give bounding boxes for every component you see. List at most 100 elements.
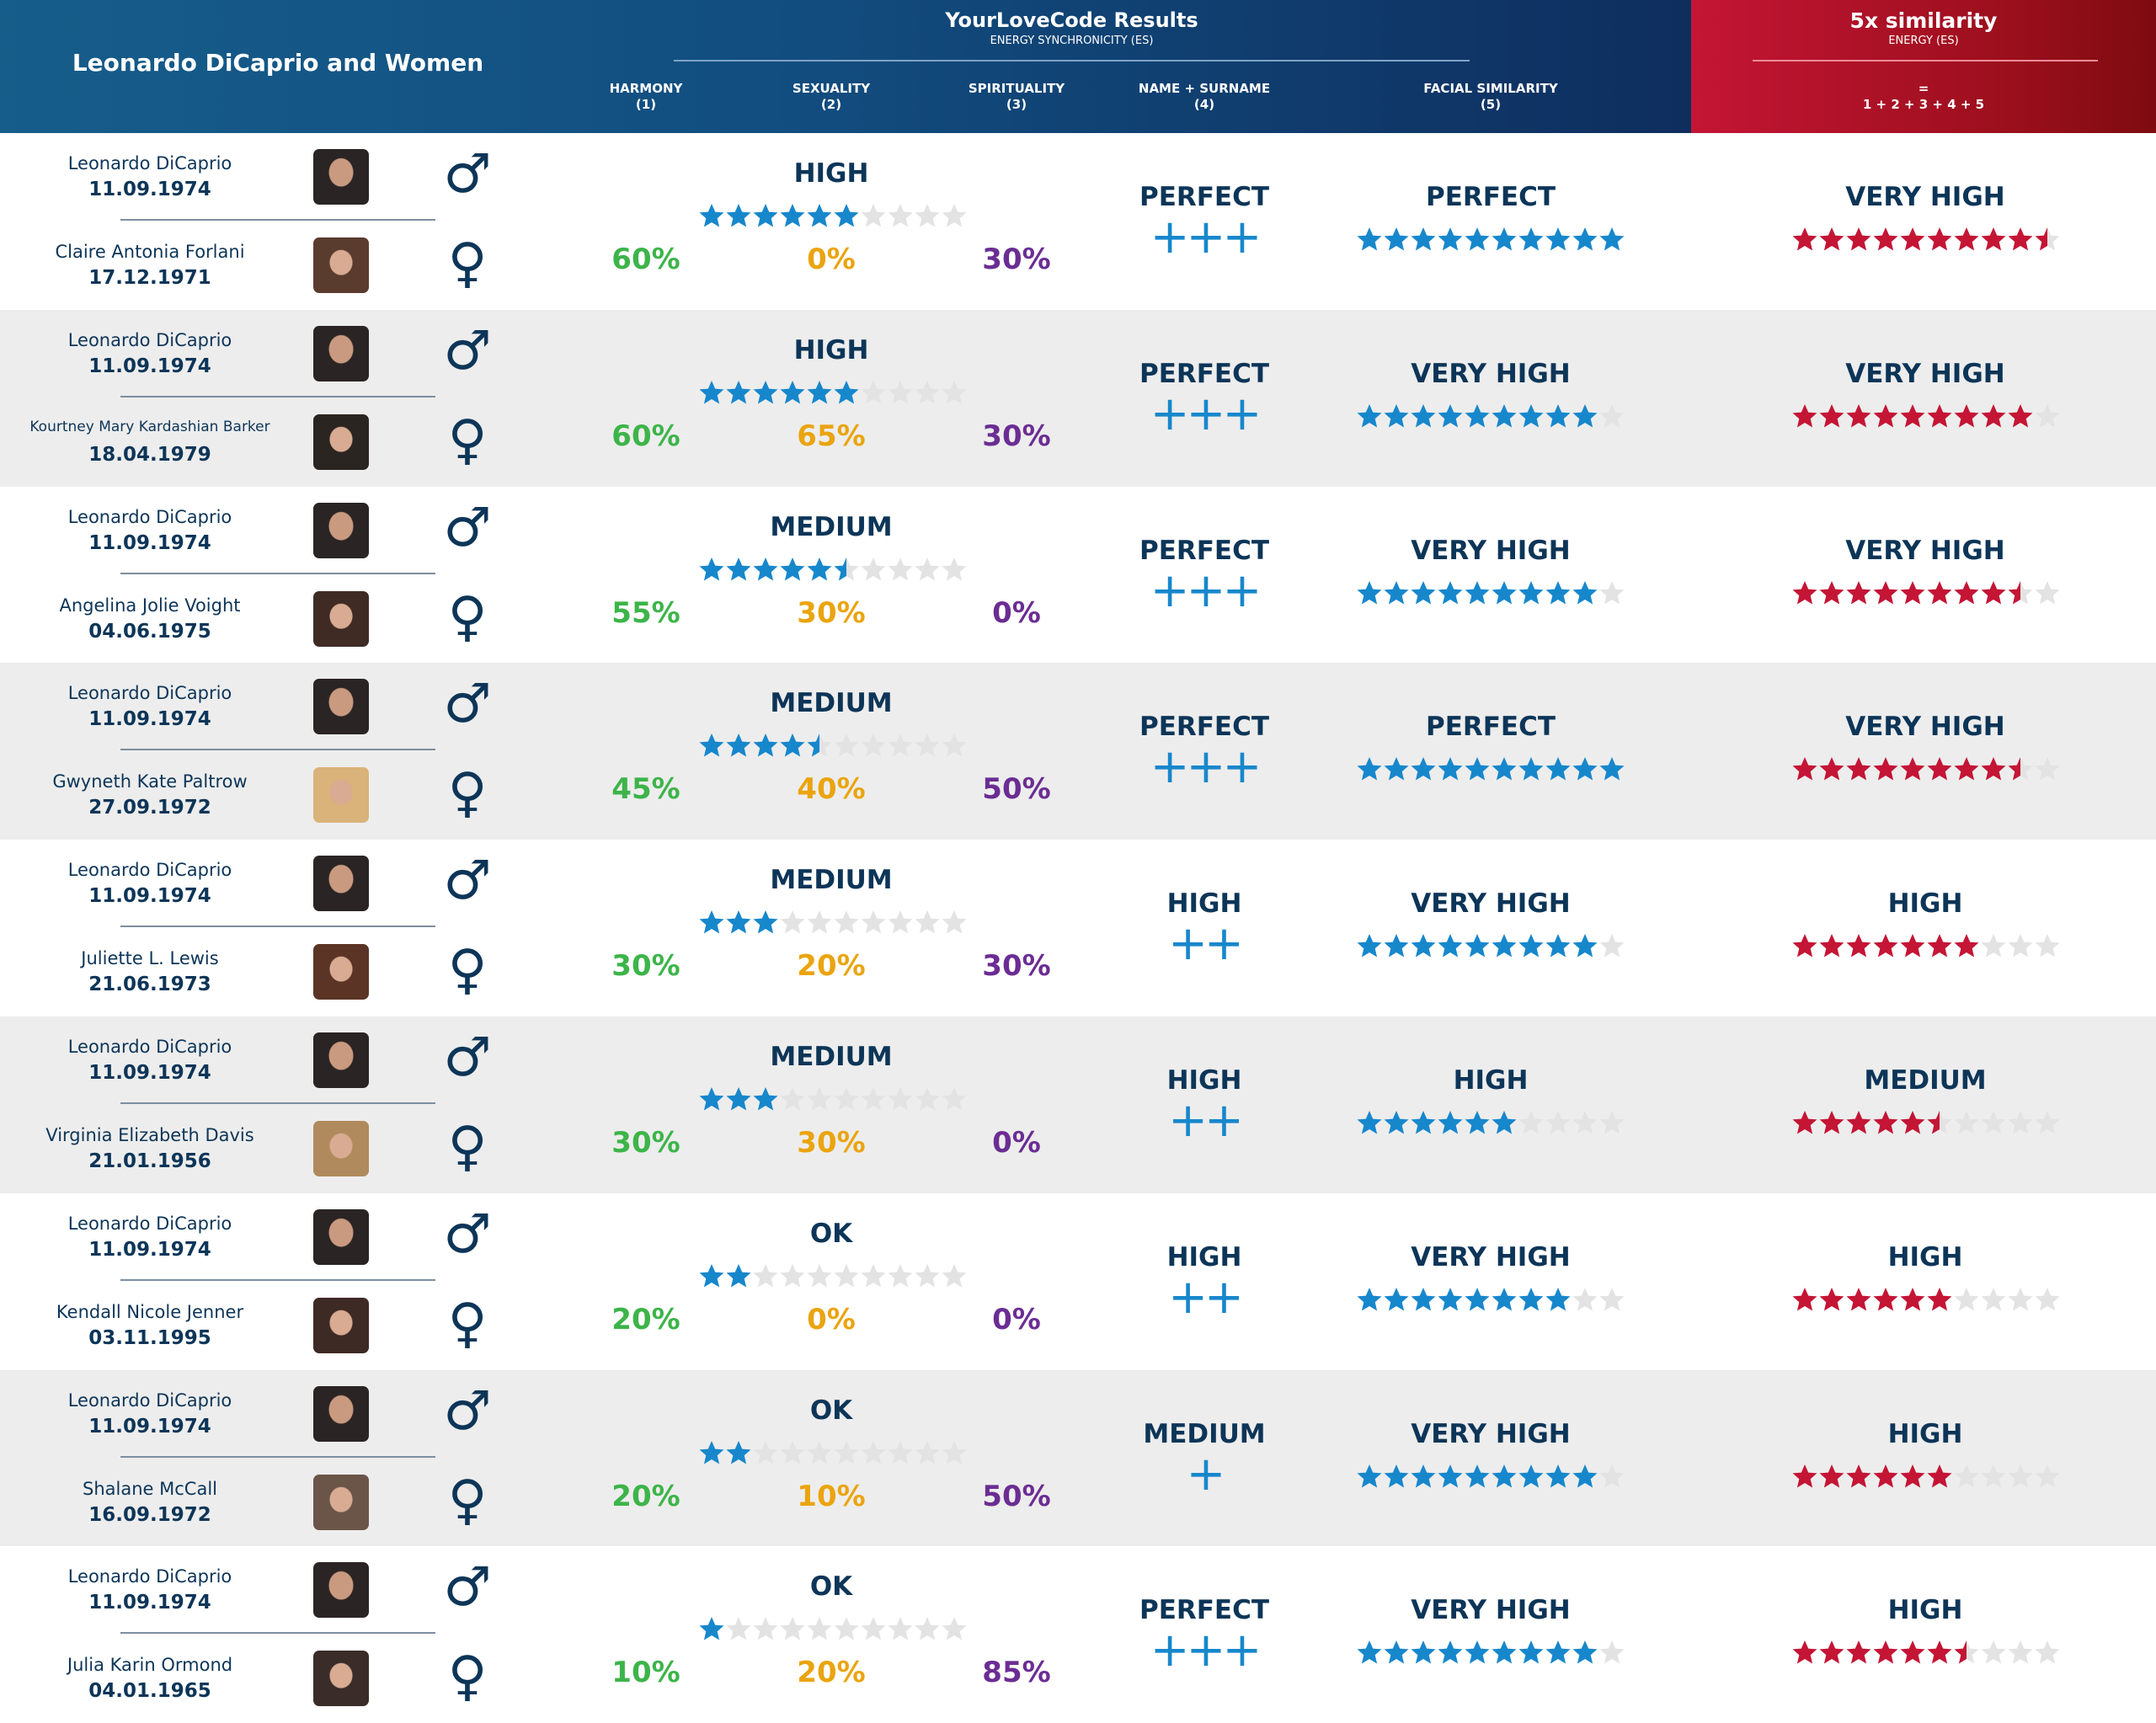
star-icon <box>753 1086 778 1111</box>
table-row: Leonardo DiCaprio 11.09.1974 ♂ Claire An… <box>0 133 2156 310</box>
energy-sync-stars <box>698 202 968 229</box>
star-icon <box>753 380 778 404</box>
star-icon <box>888 557 913 581</box>
name-surname-level: HIGH <box>1166 1064 1242 1096</box>
star-icon <box>888 1440 913 1464</box>
star-icon <box>1900 1464 1925 1488</box>
star-icon <box>861 733 886 757</box>
star-icon <box>942 1263 967 1288</box>
woman-birthdate: 16.09.1972 <box>88 1503 211 1526</box>
header-similarity-panel <box>1691 0 2156 133</box>
star-icon <box>1357 403 1382 428</box>
similarity-stars <box>1791 755 2061 782</box>
pair-divider <box>120 926 435 928</box>
star-icon <box>1357 227 1382 251</box>
star-icon <box>1384 403 1409 428</box>
column-header-number: (5) <box>1480 97 1502 112</box>
spirituality-value: 30% <box>982 949 1051 984</box>
star-icon <box>915 910 940 934</box>
star-icon <box>888 733 913 757</box>
star-icon <box>861 204 886 227</box>
star-icon <box>915 1263 940 1288</box>
table-row: Leonardo DiCaprio 11.09.1974 ♂ Virginia … <box>0 1016 2156 1193</box>
star-icon <box>834 910 859 934</box>
star-icon <box>1954 934 1979 958</box>
table-row: Leonardo DiCaprio 11.09.1974 ♂ Gwyneth K… <box>0 663 2156 840</box>
energy-sync-level: OK <box>809 1395 853 1426</box>
star-icon <box>2008 580 2033 605</box>
star-icon <box>753 1617 778 1640</box>
man-photo <box>313 1562 369 1619</box>
pair-divider <box>120 1278 435 1281</box>
star-icon <box>699 1440 724 1464</box>
woman-name: Kourtney Mary Kardashian Barker <box>29 418 270 435</box>
star-icon <box>1954 757 1979 781</box>
star-icon <box>807 733 832 757</box>
woman-photo <box>313 413 369 470</box>
star-icon <box>1572 934 1598 958</box>
facial-similarity-stars <box>1356 1286 1625 1313</box>
star-icon <box>1518 1464 1544 1488</box>
similarity-title: 5x similarity <box>1849 8 1998 33</box>
star-icon <box>1518 757 1544 781</box>
star-icon <box>807 380 832 404</box>
star-icon <box>780 380 805 404</box>
female-symbol-icon: ♀ <box>447 1292 488 1355</box>
male-symbol-icon: ♂ <box>443 1556 492 1619</box>
harmony-value: 30% <box>611 1125 680 1160</box>
star-icon <box>942 204 967 227</box>
star-icon <box>1900 1640 1925 1664</box>
man-photo <box>313 149 369 205</box>
pair-divider <box>120 1102 435 1104</box>
plus-icon: + <box>1186 563 1226 618</box>
star-icon <box>1518 403 1544 428</box>
star-icon <box>861 1086 886 1111</box>
star-icon <box>726 1617 751 1640</box>
harmony-value: 30% <box>611 949 680 984</box>
star-icon <box>1438 1110 1463 1134</box>
column-header-number: (4) <box>1193 97 1215 112</box>
star-icon <box>2008 1110 2033 1134</box>
female-symbol-icon: ♀ <box>447 408 488 472</box>
name-surname-level: MEDIUM <box>1143 1418 1266 1449</box>
star-icon <box>1846 1110 1871 1134</box>
star-icon <box>1819 1287 1844 1311</box>
column-header-label: FACIAL SIMILARITY <box>1423 81 1558 96</box>
name-surname-level: PERFECT <box>1139 182 1270 212</box>
plus-icon: + <box>1168 916 1208 972</box>
star-icon <box>1518 580 1544 605</box>
star-icon <box>1846 1640 1871 1664</box>
female-symbol-icon: ♀ <box>447 1646 488 1709</box>
star-icon <box>1411 403 1436 428</box>
star-icon <box>807 1263 832 1288</box>
star-icon <box>1411 1640 1436 1664</box>
plus-icon: +++ <box>1053 214 1356 261</box>
woman-birthdate: 04.06.1975 <box>88 620 211 643</box>
star-icon <box>1465 227 1490 251</box>
star-icon <box>1384 1640 1409 1664</box>
star-icon <box>1954 1640 1979 1664</box>
header-results-panel <box>0 0 1691 133</box>
pair-divider <box>120 219 435 221</box>
star-icon <box>1819 1464 1844 1488</box>
star-icon <box>753 557 778 581</box>
energy-sync-stars <box>698 556 968 583</box>
table-row: Leonardo DiCaprio 11.09.1974 ♂ Kendall N… <box>0 1193 2156 1370</box>
female-symbol-icon: ♀ <box>447 1469 488 1532</box>
similarity-equals: = <box>1918 81 1929 96</box>
facial-similarity-level: PERFECT <box>1425 712 1556 743</box>
woman-birthdate: 21.01.1956 <box>88 1150 211 1172</box>
star-icon <box>1518 227 1544 251</box>
star-icon <box>834 380 859 404</box>
woman-name: Kendall Nicole Jenner <box>56 1301 244 1322</box>
star-icon <box>2008 757 2033 781</box>
sexuality-value: 10% <box>797 1479 866 1513</box>
woman-name: Julia Karin Ormond <box>67 1655 233 1676</box>
star-icon <box>1492 934 1517 958</box>
name-surname-level: PERFECT <box>1139 1595 1270 1626</box>
star-icon <box>888 1617 913 1640</box>
results-title: YourLoveCode Results <box>945 8 1198 32</box>
star-icon <box>1981 1287 2006 1311</box>
man-photo <box>313 1208 369 1265</box>
star-icon <box>1438 403 1463 428</box>
